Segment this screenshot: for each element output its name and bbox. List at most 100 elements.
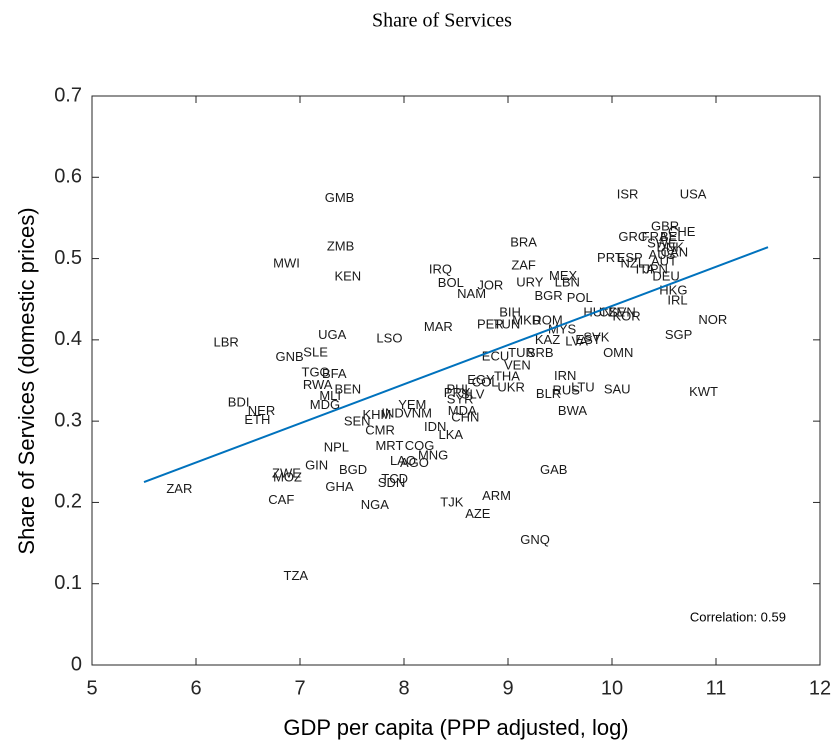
country-point: NZL bbox=[621, 256, 646, 271]
country-point: MDA bbox=[448, 403, 477, 418]
country-point: LTU bbox=[571, 379, 595, 394]
y-tick-label: 0.6 bbox=[54, 166, 82, 188]
country-point: BLR bbox=[536, 386, 561, 401]
country-point: SLV bbox=[461, 387, 485, 402]
annotation: Correlation: 0.59 bbox=[690, 609, 786, 624]
country-point: SWE bbox=[647, 235, 677, 250]
country-point: OMN bbox=[603, 345, 633, 360]
country-point: BWA bbox=[558, 403, 587, 418]
country-point: IRQ bbox=[429, 261, 452, 276]
country-point: GRC bbox=[618, 229, 647, 244]
x-tick-label: 9 bbox=[502, 677, 513, 699]
country-point: BGD bbox=[339, 462, 367, 477]
country-point: SVN bbox=[609, 304, 636, 319]
country-point: RWA bbox=[303, 377, 333, 392]
country-point: SLE bbox=[303, 344, 328, 359]
country-point: AUS bbox=[649, 247, 676, 262]
x-tick-label: 7 bbox=[294, 677, 305, 699]
country-point: GNB bbox=[276, 349, 304, 364]
country-point: KWT bbox=[689, 384, 718, 399]
y-tick-label: 0.4 bbox=[54, 328, 82, 350]
country-point: AUT bbox=[651, 253, 677, 268]
country-point: IDN bbox=[424, 419, 446, 434]
country-point: USA bbox=[680, 187, 707, 202]
country-point: NGA bbox=[361, 497, 390, 512]
country-point: URY bbox=[516, 274, 544, 289]
country-point: LAO bbox=[390, 453, 416, 468]
country-point: COL bbox=[472, 374, 499, 389]
country-point: LBN bbox=[555, 274, 580, 289]
country-point: DNK bbox=[657, 239, 685, 254]
country-point: CMR bbox=[365, 422, 395, 437]
x-axis-label: GDP per capita (PPP adjusted, log) bbox=[283, 715, 628, 740]
y-tick-label: 0.1 bbox=[54, 572, 82, 594]
country-point: SVK bbox=[583, 330, 609, 345]
country-point: BEL bbox=[660, 229, 685, 244]
country-point: MEX bbox=[549, 268, 578, 283]
country-point: CAF bbox=[268, 492, 294, 507]
x-tick-label: 12 bbox=[809, 677, 831, 699]
country-point: TCD bbox=[381, 471, 408, 486]
country-point: MDG bbox=[310, 397, 340, 412]
country-point: AZE bbox=[465, 506, 491, 521]
country-point: PRT bbox=[597, 250, 623, 265]
country-point: BFA bbox=[322, 366, 347, 381]
chart-title: Share of Services bbox=[372, 10, 512, 32]
country-point: TUN bbox=[494, 317, 521, 332]
country-point: MKD bbox=[512, 313, 541, 328]
fit-line bbox=[143, 246, 769, 484]
country-point: THA bbox=[494, 369, 520, 384]
country-point: PRY bbox=[444, 385, 471, 400]
y-tick-label: 0.5 bbox=[54, 247, 82, 269]
country-point: VNM bbox=[403, 405, 432, 420]
country-point: YEM bbox=[398, 397, 426, 412]
country-point: CHE bbox=[668, 224, 696, 239]
country-point: LVA bbox=[565, 334, 588, 349]
country-point: TGO bbox=[302, 365, 330, 380]
y-tick-label: 0 bbox=[71, 653, 82, 675]
country-point: MWI bbox=[273, 256, 300, 271]
country-point: RUS bbox=[553, 383, 581, 398]
y-axis-label: Share of Services (domestic prices) bbox=[14, 207, 39, 554]
country-point: GMB bbox=[325, 190, 355, 205]
country-point: MYS bbox=[548, 322, 577, 337]
x-tick-label: 5 bbox=[86, 677, 97, 699]
country-point: LSO bbox=[376, 330, 402, 345]
country-point: EGY bbox=[467, 372, 495, 387]
country-point: PHL bbox=[446, 382, 471, 397]
country-point: GNQ bbox=[520, 532, 550, 547]
country-point: KOR bbox=[612, 309, 640, 324]
country-point: SRB bbox=[527, 345, 554, 360]
country-point: BOL bbox=[438, 275, 464, 290]
country-point: IND bbox=[381, 405, 403, 420]
country-point: COG bbox=[405, 438, 435, 453]
country-point: MAR bbox=[424, 319, 453, 334]
country-point: BGR bbox=[534, 288, 562, 303]
country-point: KHM bbox=[363, 407, 392, 422]
country-point: GHA bbox=[325, 479, 354, 494]
x-tick-label: 11 bbox=[706, 677, 727, 699]
country-point: ETH bbox=[244, 412, 270, 427]
x-tick-label: 6 bbox=[190, 677, 201, 699]
country-point: ROM bbox=[532, 313, 562, 328]
country-point: TJK bbox=[440, 495, 463, 510]
country-point: ZAF bbox=[511, 257, 536, 272]
x-tick-label: 10 bbox=[601, 677, 623, 699]
country-point: KAZ bbox=[535, 332, 560, 347]
country-point: TZA bbox=[284, 568, 309, 583]
country-point: SDN bbox=[378, 475, 405, 490]
country-point: SYR bbox=[447, 391, 474, 406]
country-point: POL bbox=[567, 290, 593, 305]
country-point: BDI bbox=[228, 395, 250, 410]
country-point: JPN bbox=[643, 261, 668, 276]
country-point: ZMB bbox=[327, 239, 354, 254]
country-point: KEN bbox=[334, 269, 361, 284]
country-point: ZWE bbox=[272, 465, 301, 480]
country-point: VEN bbox=[504, 357, 531, 372]
plot-frame bbox=[91, 95, 821, 666]
country-point: IRN bbox=[554, 368, 576, 383]
country-point: DEU bbox=[652, 269, 679, 284]
y-tick-label: 0.2 bbox=[54, 491, 82, 513]
country-point: EST bbox=[575, 332, 600, 347]
country-point: MNG bbox=[418, 448, 448, 463]
